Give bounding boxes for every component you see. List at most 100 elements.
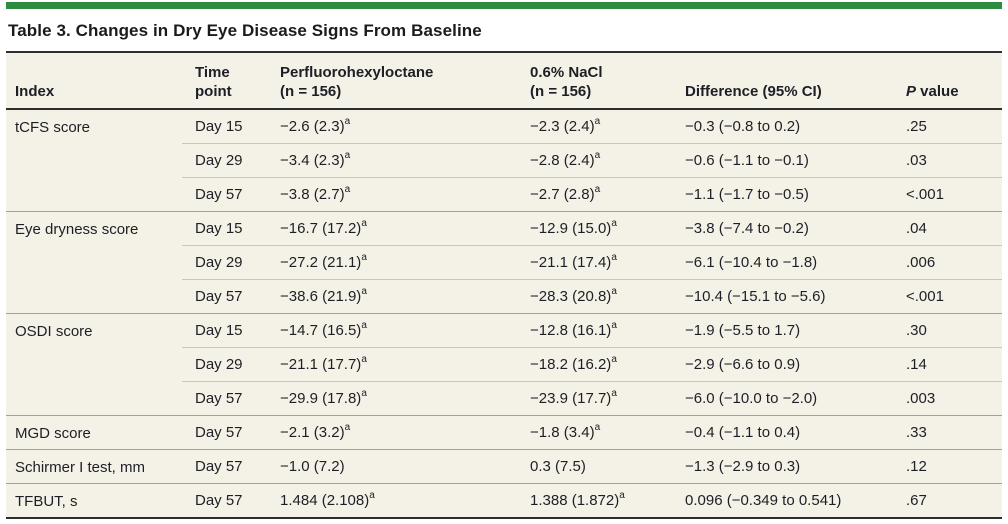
footnote-marker: a (611, 388, 617, 399)
col-header-difference: Difference (95% CI) (673, 52, 898, 110)
cell-p-value: .30 (898, 312, 1002, 347)
table-row: OSDI score Day 15 −14.7 (16.5)a −12.8 (1… (6, 312, 1002, 415)
cell-time-point: Day 29 (182, 346, 268, 381)
cell-drug-value: −2.6 (2.3)a (280, 116, 351, 136)
header-row: Index Time point Perfluorohexyloctane (n =… (6, 52, 1002, 110)
cell-difference: −1.1 (−1.7 to −0.5) (673, 176, 898, 211)
footnote-marker: a (361, 388, 367, 399)
col-header-perfluorohexyloctane: Perfluorohexyloctane (n = 156) (268, 52, 518, 110)
cell-p-value: <.001 (898, 278, 1002, 313)
cell-p-value: .04 (898, 210, 1002, 245)
cell-index: tCFS score (15, 119, 91, 136)
footnote-marker: a (594, 116, 601, 128)
cell-time-point: Day 57 (182, 482, 268, 518)
cell-nacl-value: −28.3 (20.8)a (518, 278, 673, 313)
cell-p-value: .003 (898, 380, 1002, 415)
footnote-marker: a (611, 218, 617, 229)
cell-nacl-value: −2.8 (2.4)a (518, 142, 673, 177)
col-header-index: Index (6, 52, 182, 110)
footnote-marker: a (344, 184, 351, 195)
footnote-marker: a (361, 354, 367, 365)
cell-drug-value: −27.2 (21.1)a (268, 244, 518, 279)
table-row: Day 29 −27.2 (21.1)a −21.1 (17.4)a −6.1 … (6, 244, 1002, 279)
cell-difference: −0.6 (−1.1 to −0.1) (673, 142, 898, 177)
col-header-p-value: P value (898, 52, 1002, 110)
cell-difference: −6.1 (−10.4 to −1.8) (673, 244, 898, 279)
footnote-marker: a (611, 252, 617, 263)
table-row: Day 29 −3.4 (2.3)a −2.8 (2.4)a −0.6 (−1.… (6, 142, 1002, 177)
cell-difference: −1.9 (−5.5 to 1.7) (673, 312, 898, 347)
footnote-marker: a (594, 150, 601, 161)
cell-p-value: .12 (898, 448, 1002, 483)
table-row: Eye dryness score Day 15 −16.7 (17.2)a −… (6, 210, 1002, 313)
cell-nacl-value: −2.3 (2.4)a (530, 116, 601, 136)
col-header-nacl: 0.6% NaCl (n = 156) (518, 52, 673, 110)
footnote-marker: a (344, 422, 351, 433)
cell-p-value: .006 (898, 244, 1002, 279)
cell-nacl-value: −23.9 (17.7)a (518, 380, 673, 415)
cell-nacl-value: 1.388 (1.872)a (518, 482, 673, 518)
cell-drug-value: −29.9 (17.8)a (268, 380, 518, 415)
col-header-time-point: Time point (182, 52, 268, 110)
footnote-marker: a (361, 286, 367, 297)
cell-time-point: Day 29 (182, 142, 268, 177)
footnote-marker: a (344, 150, 351, 161)
table-row: tCFS score Day 15 −2.6 (2.3)a −2.3 (2.4)… (6, 109, 1002, 143)
cell-p-value: .14 (898, 346, 1002, 381)
cell-difference: −10.4 (−15.1 to −5.6) (673, 278, 898, 313)
accent-bar (6, 2, 1002, 9)
cell-drug-value: −2.1 (3.2)a (268, 414, 518, 449)
table-row: Day 29 −21.1 (17.7)a −18.2 (16.2)a −2.9 … (6, 346, 1002, 381)
cell-difference: −6.0 (−10.0 to −2.0) (673, 380, 898, 415)
cell-difference: −0.3 (−0.8 to 0.2) (685, 118, 801, 136)
cell-p-value: .33 (898, 414, 1002, 449)
cell-nacl-value: −18.2 (16.2)a (518, 346, 673, 381)
cell-p-value: <.001 (898, 176, 1002, 211)
footnote-marker: a (594, 422, 601, 433)
cell-difference: 0.096 (−0.349 to 0.541) (673, 482, 898, 518)
cell-nacl-value: −2.7 (2.8)a (518, 176, 673, 211)
dry-eye-signs-table: Index Time point Perfluorohexyloctane (n =… (6, 51, 1002, 519)
footnote-marker: a (611, 286, 617, 297)
cell-drug-value: −1.0 (7.2) (268, 448, 518, 483)
cell-time-point: Day 57 (182, 176, 268, 211)
table-title: Table 3. Changes in Dry Eye Disease Sign… (8, 21, 482, 40)
cell-index: Eye dryness score (6, 210, 182, 313)
footnote-marker: a (361, 252, 367, 263)
cell-p-value: .67 (898, 482, 1002, 518)
cell-index: MGD score (6, 414, 182, 449)
table-row: MGD score Day 57 −2.1 (3.2)a −1.8 (3.4)a… (6, 414, 1002, 449)
cell-index: OSDI score (6, 312, 182, 415)
cell-time-point: Day 57 (182, 380, 268, 415)
cell-drug-value: −21.1 (17.7)a (268, 346, 518, 381)
footnote-marker: a (619, 490, 625, 501)
cell-nacl-value: 0.3 (7.5) (518, 448, 673, 483)
footnote-marker: a (611, 354, 617, 365)
cell-index: Schirmer I test, mm (6, 448, 182, 483)
cell-p-value: .03 (898, 142, 1002, 177)
cell-drug-value: 1.484 (2.108)a (268, 482, 518, 518)
cell-nacl-value: −1.8 (3.4)a (518, 414, 673, 449)
cell-difference: −1.3 (−2.9 to 0.3) (673, 448, 898, 483)
footnote-marker: a (344, 116, 351, 128)
table-row: Day 57 −38.6 (21.9)a −28.3 (20.8)a −10.4… (6, 278, 1002, 313)
table-body: tCFS score Day 15 −2.6 (2.3)a −2.3 (2.4)… (6, 109, 1002, 518)
cell-p-value: .25 (906, 118, 927, 136)
cell-time-point: Day 57 (182, 448, 268, 483)
cell-drug-value: −3.4 (2.3)a (268, 142, 518, 177)
cell-time-point: Day 57 (182, 414, 268, 449)
footnote-marker: a (611, 320, 617, 331)
cell-nacl-value: −12.9 (15.0)a (518, 210, 673, 245)
footnote-marker: a (361, 218, 367, 229)
table-header: Index Time point Perfluorohexyloctane (n =… (6, 52, 1002, 110)
table-row: Schirmer I test, mm Day 57 −1.0 (7.2) 0.… (6, 448, 1002, 483)
footnote-marker: a (361, 320, 367, 331)
table-row: Day 57 −3.8 (2.7)a −2.7 (2.8)a −1.1 (−1.… (6, 176, 1002, 211)
cell-drug-value: −14.7 (16.5)a (268, 312, 518, 347)
cell-time-point: Day 15 (182, 210, 268, 245)
table-row: TFBUT, s Day 57 1.484 (2.108)a 1.388 (1.… (6, 482, 1002, 518)
cell-difference: −0.4 (−1.1 to 0.4) (673, 414, 898, 449)
cell-time-point: Day 15 (182, 312, 268, 347)
cell-nacl-value: −21.1 (17.4)a (518, 244, 673, 279)
